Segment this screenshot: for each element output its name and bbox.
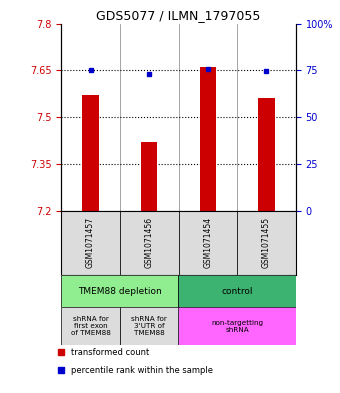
Bar bbox=[120, 307, 178, 345]
Bar bbox=[237, 211, 296, 275]
Text: percentile rank within the sample: percentile rank within the sample bbox=[71, 366, 212, 375]
Bar bbox=[178, 211, 237, 275]
Text: control: control bbox=[221, 286, 253, 296]
Text: GSM1071454: GSM1071454 bbox=[203, 217, 212, 268]
Title: GDS5077 / ILMN_1797055: GDS5077 / ILMN_1797055 bbox=[96, 9, 261, 22]
Bar bbox=[258, 98, 275, 211]
Text: shRNA for
first exon
of TMEM88: shRNA for first exon of TMEM88 bbox=[71, 316, 110, 336]
Bar bbox=[61, 307, 120, 345]
Bar bbox=[61, 211, 120, 275]
Bar bbox=[141, 142, 157, 211]
Text: transformed count: transformed count bbox=[71, 348, 149, 357]
Text: GSM1071457: GSM1071457 bbox=[86, 217, 95, 268]
Bar bbox=[82, 95, 99, 211]
Bar bbox=[178, 275, 296, 307]
Text: non-targetting
shRNA: non-targetting shRNA bbox=[211, 320, 263, 332]
Bar bbox=[178, 307, 296, 345]
Bar bbox=[120, 211, 178, 275]
Text: GSM1071455: GSM1071455 bbox=[262, 217, 271, 268]
Bar bbox=[200, 67, 216, 211]
Text: TMEM88 depletion: TMEM88 depletion bbox=[78, 286, 162, 296]
Text: GSM1071456: GSM1071456 bbox=[145, 217, 154, 268]
Bar bbox=[61, 275, 178, 307]
Text: shRNA for
3'UTR of
TMEM88: shRNA for 3'UTR of TMEM88 bbox=[131, 316, 167, 336]
